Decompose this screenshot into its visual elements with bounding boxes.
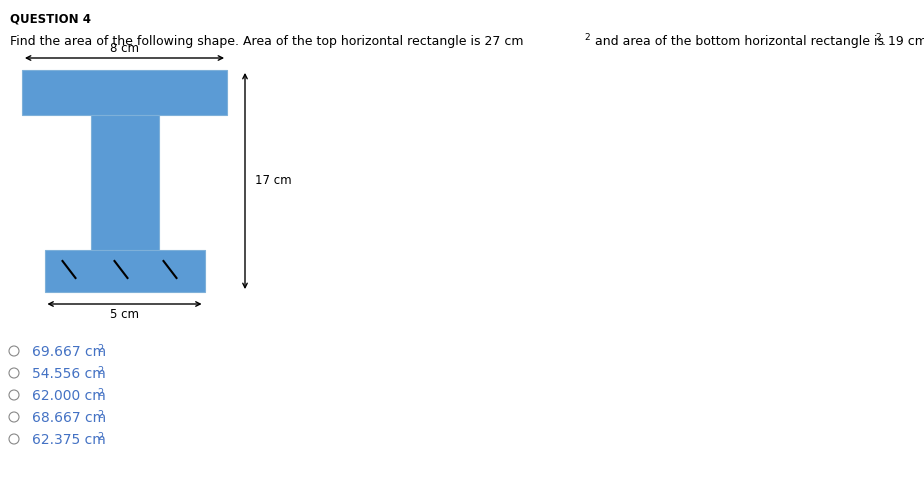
- Text: 68.667 cm: 68.667 cm: [32, 411, 106, 425]
- Text: 62.000 cm: 62.000 cm: [32, 389, 105, 403]
- Text: 2: 2: [97, 366, 103, 376]
- Text: .: .: [882, 35, 886, 48]
- Text: 69.667 cm: 69.667 cm: [32, 345, 106, 359]
- Text: 54.556 cm: 54.556 cm: [32, 367, 105, 381]
- Text: 2: 2: [97, 410, 103, 420]
- Text: and area of the bottom horizontal rectangle is 19 cm: and area of the bottom horizontal rectan…: [591, 35, 924, 48]
- Text: 2: 2: [97, 388, 103, 398]
- Text: 62.375 cm: 62.375 cm: [32, 433, 105, 447]
- Text: 17 cm: 17 cm: [255, 175, 292, 187]
- Text: Find the area of the following shape. Area of the top horizontal rectangle is 27: Find the area of the following shape. Ar…: [10, 35, 524, 48]
- Bar: [44, 250, 204, 292]
- Text: 2: 2: [97, 344, 103, 354]
- Text: 8 cm: 8 cm: [110, 42, 139, 55]
- Text: QUESTION 4: QUESTION 4: [10, 12, 91, 25]
- Text: 2: 2: [584, 33, 590, 42]
- Bar: [22, 70, 227, 115]
- Bar: [91, 115, 159, 250]
- Text: 5 cm: 5 cm: [110, 308, 139, 321]
- Text: 2: 2: [97, 432, 103, 442]
- Text: 2: 2: [875, 33, 881, 42]
